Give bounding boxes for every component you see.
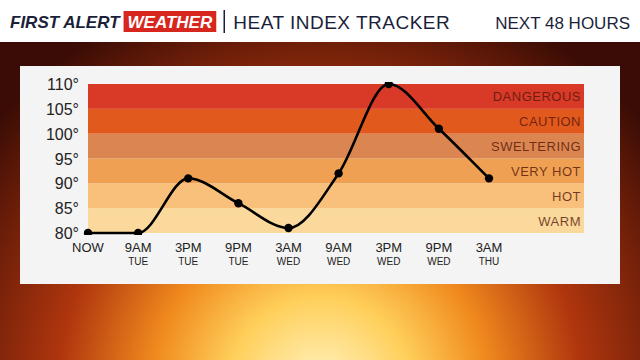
x-tick-label-line: WED <box>377 256 400 267</box>
point-marker <box>334 169 342 177</box>
point-marker <box>234 199 242 207</box>
brand-tag-box <box>124 11 217 32</box>
subtitle: NEXT 48 HOURS <box>495 14 630 33</box>
band-label: DANGEROUS <box>493 89 581 104</box>
band-label: CAUTION <box>519 114 581 129</box>
x-tick-label-line: TUE <box>228 256 248 267</box>
x-tick-label-line: THU <box>479 256 500 267</box>
x-tick-label-line: WED <box>427 256 450 267</box>
title: HEAT INDEX TRACKER <box>233 12 450 33</box>
point-marker <box>84 229 92 235</box>
brand-tag: WEATHER <box>128 13 213 32</box>
point-marker <box>284 224 292 232</box>
y-tick-label: 95° <box>55 151 79 168</box>
x-tick-label-line: 3AM <box>275 240 302 255</box>
header-separator <box>224 10 226 33</box>
y-tick-label: 105° <box>46 101 79 118</box>
x-tick-label: 3PMTUE <box>175 240 202 267</box>
x-tick-label: 9AMWED <box>325 240 352 267</box>
x-tick-label-line: 3PM <box>375 240 402 255</box>
x-tick-label: NOW <box>72 240 105 255</box>
x-tick-label: 3AMWED <box>275 240 302 267</box>
band-label: SWELTERING <box>491 139 581 154</box>
band-label: HOT <box>552 189 581 204</box>
x-tick-label-line: 9AM <box>325 240 352 255</box>
heat-index-line <box>88 84 489 233</box>
x-tick-label-line: TUE <box>178 256 198 267</box>
y-tick-label: 90° <box>55 175 79 192</box>
x-tick-label: 3PMWED <box>375 240 402 267</box>
band-label: WARM <box>538 214 581 229</box>
x-tick-label: 9AMTUE <box>125 240 152 267</box>
y-tick-label: 85° <box>55 200 79 217</box>
plot-panel <box>20 66 620 284</box>
series-group <box>84 82 493 235</box>
band <box>88 84 584 109</box>
point-marker <box>385 82 393 88</box>
chart-root: FIRST ALERT WEATHER HEAT INDEX TRACKER NEXT… <box>0 0 640 360</box>
x-tick-label-line: TUE <box>128 256 148 267</box>
x-tick-label-line: NOW <box>72 240 105 255</box>
band-label: VERY HOT <box>511 164 581 179</box>
x-tick-label-line: WED <box>277 256 300 267</box>
background <box>0 0 640 360</box>
band <box>88 134 584 159</box>
band <box>88 183 584 208</box>
y-tick-label: 110° <box>47 76 79 93</box>
x-tick-label-line: WED <box>327 256 350 267</box>
x-tick-label-line: 9AM <box>125 240 152 255</box>
point-marker <box>134 229 142 235</box>
x-tick-label-line: 9PM <box>426 240 453 255</box>
point-marker <box>184 174 192 182</box>
y-tick-label: 100° <box>46 126 79 143</box>
point-marker <box>485 174 493 182</box>
band <box>88 109 584 134</box>
header-bar <box>0 0 640 42</box>
x-tick-label: 3AMTHU <box>476 240 503 267</box>
x-tick-label: 9PMWED <box>426 240 453 267</box>
brand: FIRST ALERT <box>10 13 121 32</box>
x-tick-label-line: 3PM <box>175 240 202 255</box>
x-tick-label: 9PMTUE <box>225 240 252 267</box>
point-marker <box>435 125 443 133</box>
band <box>88 159 584 184</box>
x-tick-label-line: 3AM <box>476 240 503 255</box>
x-tick-label-line: 9PM <box>225 240 252 255</box>
band <box>88 208 584 233</box>
